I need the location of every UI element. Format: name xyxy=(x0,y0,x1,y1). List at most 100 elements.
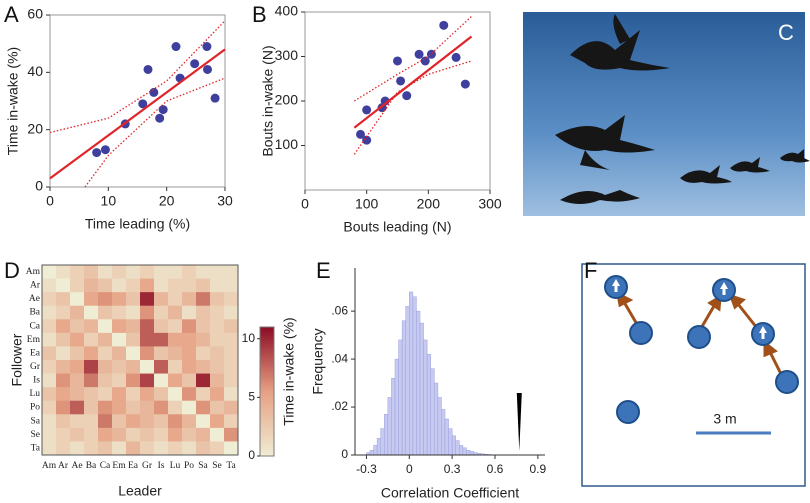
heatmap-cell xyxy=(126,427,141,442)
heatmap-cell xyxy=(112,319,127,334)
heatmap-cell xyxy=(98,414,113,429)
y-axis-title: Frequency xyxy=(310,328,326,394)
heatmap-cell xyxy=(70,441,85,456)
panel-letter: B xyxy=(252,2,267,27)
colorbar-step xyxy=(260,339,274,343)
x-tick-label: 30 xyxy=(217,193,233,209)
colorbar-step xyxy=(260,370,274,373)
heatmap-cell xyxy=(140,292,155,307)
heatmap-cell xyxy=(98,346,113,361)
histogram-bar xyxy=(434,382,439,456)
heatmap-cell xyxy=(224,265,239,279)
heatmap-cell xyxy=(182,400,197,415)
histogram-bar xyxy=(394,358,399,456)
colorbar-step xyxy=(260,391,274,395)
heatmap-cell xyxy=(98,265,113,279)
y-tick-label: Ca xyxy=(29,321,40,331)
heatmap-cell xyxy=(196,292,211,307)
birds xyxy=(555,14,810,204)
heatmap-cell xyxy=(84,373,99,388)
data-point xyxy=(203,64,212,74)
heatmap-cell xyxy=(84,414,99,429)
data-point xyxy=(202,42,212,52)
heatmap-cell xyxy=(126,414,141,429)
x-tick-label: Se xyxy=(212,461,222,471)
heatmap-cell xyxy=(140,360,155,374)
heatmap-cell xyxy=(70,265,85,279)
histogram-bar xyxy=(466,449,471,456)
data-point xyxy=(451,52,461,62)
heatmap-cell xyxy=(126,305,141,320)
heatmap-cell xyxy=(84,319,99,334)
heatmap-cell xyxy=(84,360,99,374)
data-point xyxy=(143,64,153,74)
x-axis-title: Leader xyxy=(118,483,162,499)
heatmap-cell xyxy=(84,441,99,456)
colorbar-step xyxy=(260,389,274,392)
y-axis-title: Time in-wake (%) xyxy=(5,47,21,155)
histogram-bar xyxy=(462,447,467,456)
x-tick-label: 0 xyxy=(46,193,54,209)
heatmap-cell xyxy=(154,414,169,429)
colorbar-step xyxy=(260,342,274,345)
heatmap-cell xyxy=(126,278,141,293)
heatmap-cell xyxy=(84,387,99,402)
colorbar-frame xyxy=(259,326,275,457)
y-tick-label: Ea xyxy=(30,348,41,358)
colorbar-tick-label: 10 xyxy=(242,331,256,345)
heatmap-cell xyxy=(196,373,211,388)
y-tick-label: 300 xyxy=(275,47,299,63)
observed-marker xyxy=(516,393,522,451)
colorbar-step xyxy=(260,376,274,379)
plot-frame xyxy=(304,11,491,191)
colorbar-step xyxy=(260,357,274,360)
heatmap-cell xyxy=(42,427,57,442)
heatmap-cell xyxy=(168,400,183,415)
heatmap-cell xyxy=(182,414,197,429)
y-tick-label: Is xyxy=(33,376,40,386)
colorbar-step xyxy=(260,331,274,334)
heatmap-cell xyxy=(196,414,211,429)
heatmap-cell xyxy=(70,360,85,374)
photo: C xyxy=(523,12,810,216)
diagram-frame xyxy=(581,263,806,487)
colorbar-step xyxy=(260,395,274,399)
heatmap-cell xyxy=(112,441,127,456)
x-tick-label: 200 xyxy=(417,196,441,212)
heading-arrows xyxy=(612,279,767,339)
heatmap-cell xyxy=(154,346,169,361)
heatmap-cell xyxy=(140,346,155,361)
x-tick-label: 100 xyxy=(355,196,379,212)
heatmap-cell xyxy=(98,292,113,307)
heatmap-cell xyxy=(224,346,239,361)
x-tick-label: Em xyxy=(112,461,126,471)
colorbar-step xyxy=(260,397,274,401)
colorbar-title: Time in-wake (%) xyxy=(281,317,297,425)
heatmap-cell xyxy=(112,346,127,361)
heatmap-cell xyxy=(140,387,155,402)
colorbar-step xyxy=(260,453,274,457)
x-tick-label: 0.6 xyxy=(487,462,504,476)
colorbar-step xyxy=(260,428,274,431)
heatmap-cell xyxy=(140,400,155,415)
colorbar-step xyxy=(260,423,274,427)
heatmap-cell xyxy=(56,387,71,402)
heatmap-cell xyxy=(168,427,183,442)
x-tick-label: Ae xyxy=(71,461,82,471)
birds xyxy=(604,275,799,424)
heatmap-cell xyxy=(154,265,169,279)
colorbar-step xyxy=(260,352,274,356)
data-point xyxy=(362,105,372,115)
heatmap-cell xyxy=(126,346,141,361)
y-tick-label: 0 xyxy=(341,447,348,461)
y-tick-label: 200 xyxy=(275,92,299,108)
heatmap-cell xyxy=(154,387,169,402)
heatmap-cell xyxy=(126,292,141,307)
heatmap-cell xyxy=(56,305,71,320)
histogram-bar xyxy=(391,378,396,456)
colorbar-step xyxy=(260,443,274,446)
heatmap-cell xyxy=(56,427,71,442)
heatmap-cell xyxy=(182,441,197,456)
heatmap-cell xyxy=(98,441,113,456)
